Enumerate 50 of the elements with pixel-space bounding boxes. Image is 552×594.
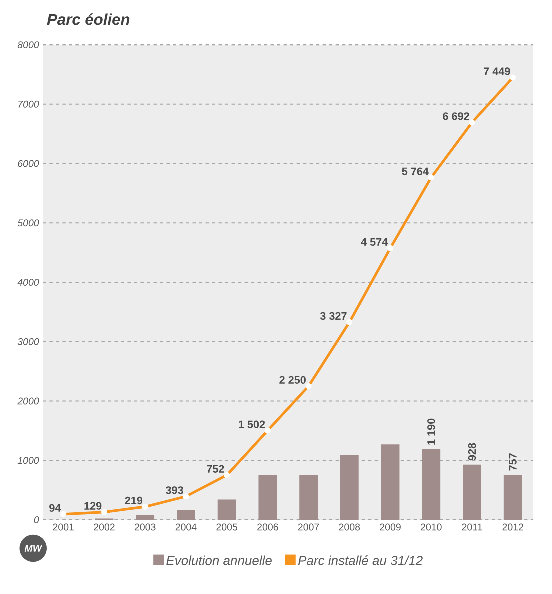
y-tick-label: 2000 (18, 398, 40, 405)
data-label: 129 (84, 502, 102, 510)
x-tick-label: 2001 (53, 524, 74, 531)
bar (300, 475, 318, 520)
y-tick-label: 4000 (18, 279, 40, 286)
bar (136, 515, 155, 520)
x-tick-label: 2003 (134, 524, 156, 531)
x-tick-label: 2010 (421, 524, 442, 531)
x-tick-label: 2006 (258, 524, 278, 531)
data-label: 1 190 (428, 418, 436, 445)
bar (218, 500, 236, 520)
data-label: 1 502 (239, 420, 266, 428)
y-tick-label: 3000 (18, 338, 40, 346)
y-tick-label: 8000 (18, 42, 40, 48)
data-label: 7 449 (484, 68, 510, 76)
bar (258, 475, 278, 520)
data-label: 2 250 (280, 376, 306, 384)
y-tick-label: 7000 (18, 100, 40, 108)
y-axis-title: MW (24, 545, 43, 552)
data-label: 219 (125, 496, 143, 505)
data-label: 393 (166, 486, 184, 494)
data-label: 6 692 (443, 112, 470, 120)
x-tick-label: 2005 (216, 524, 238, 531)
data-label: 94 (50, 504, 62, 512)
y-tick-label: 5000 (18, 220, 40, 227)
bar (504, 475, 522, 520)
x-tick-label: 2007 (298, 524, 320, 531)
data-label: 928 (468, 443, 476, 461)
y-tick-label: 0 (34, 516, 40, 524)
bar (422, 449, 441, 520)
bar (381, 444, 400, 520)
data-label: 4 574 (361, 238, 388, 246)
data-label: 5 764 (402, 168, 429, 176)
x-tick-label: 2009 (380, 524, 401, 531)
x-tick-label: 2004 (176, 524, 197, 531)
bar (340, 455, 359, 520)
y-tick-label: 6000 (18, 160, 40, 168)
x-tick-label: 2011 (462, 524, 482, 531)
x-tick-label: 2002 (94, 524, 115, 531)
x-tick-label: 2012 (502, 524, 524, 531)
data-label: 752 (207, 465, 224, 473)
legend-label: Parc installé au 31/12 (298, 556, 423, 566)
bar (463, 464, 482, 520)
chart-title: Parc éolien (47, 14, 130, 26)
data-label: 757 (509, 454, 517, 471)
legend-label: Evolution annuelle (166, 556, 272, 566)
data-label: 3 327 (320, 312, 347, 320)
y-tick-label: 1000 (18, 457, 40, 464)
x-tick-label: 2008 (339, 524, 360, 531)
bar (176, 510, 196, 520)
